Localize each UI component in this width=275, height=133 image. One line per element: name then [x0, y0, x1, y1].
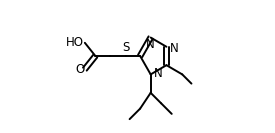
Text: HO: HO: [66, 36, 84, 49]
Text: N: N: [170, 42, 178, 55]
Text: N: N: [146, 38, 154, 51]
Text: N: N: [154, 67, 163, 80]
Text: O: O: [75, 63, 84, 76]
Text: S: S: [122, 41, 129, 54]
